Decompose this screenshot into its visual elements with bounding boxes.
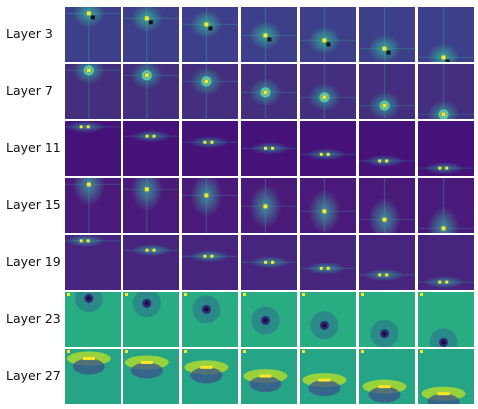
- heatmap-tile: [182, 121, 238, 176]
- heatmap-tile: [359, 7, 415, 62]
- heatmap-tile: [65, 7, 121, 62]
- heatmap-tile: [300, 178, 356, 233]
- heatmap-tile: [182, 7, 238, 62]
- heatmap-tile: [241, 349, 297, 404]
- heatmap-tile: [359, 292, 415, 347]
- heatmap-tile: [123, 178, 179, 233]
- row-label: Layer 7: [6, 82, 53, 98]
- heatmap-tile: [123, 292, 179, 347]
- heatmap-tile: [123, 64, 179, 119]
- row-label: Layer 11: [6, 139, 61, 155]
- heatmap-tile: [182, 349, 238, 404]
- heatmap-tile: [300, 292, 356, 347]
- heatmap-tile: [418, 178, 474, 233]
- heatmap-tile: [241, 178, 297, 233]
- heatmap-tile: [241, 7, 297, 62]
- heatmap-tile: [300, 235, 356, 290]
- row-label: Layer 23: [6, 310, 61, 326]
- heatmap-tile: [359, 178, 415, 233]
- heatmap-tile: [359, 235, 415, 290]
- heatmap-tile: [65, 235, 121, 290]
- heatmap-tile: [418, 64, 474, 119]
- heatmap-tile: [182, 292, 238, 347]
- heatmap-tile: [359, 121, 415, 176]
- heatmap-tile: [182, 64, 238, 119]
- heatmap-tile: [241, 292, 297, 347]
- heatmap-tile: [418, 121, 474, 176]
- row-label: Layer 3: [6, 25, 53, 41]
- heatmap-tile: [300, 7, 356, 62]
- heatmap-tile: [300, 64, 356, 119]
- heatmap-tile: [65, 349, 121, 404]
- heatmap-tile: [359, 64, 415, 119]
- heatmap-tile: [65, 121, 121, 176]
- heatmap-tile: [182, 235, 238, 290]
- heatmap-tile: [182, 178, 238, 233]
- heatmap-tile: [123, 349, 179, 404]
- heatmap-tile: [241, 121, 297, 176]
- row-label: Layer 19: [6, 253, 61, 269]
- heatmap-tile: [123, 121, 179, 176]
- heatmap-tile: [300, 121, 356, 176]
- heatmap-tile: [65, 178, 121, 233]
- heatmap-tile: [418, 292, 474, 347]
- row-label: Layer 15: [6, 196, 61, 212]
- heatmap-tile: [300, 349, 356, 404]
- row-label: Layer 27: [6, 367, 61, 383]
- heatmap-tile: [359, 349, 415, 404]
- heatmap-tile: [123, 235, 179, 290]
- heatmap-tile: [418, 349, 474, 404]
- heatmap-tile: [241, 235, 297, 290]
- heatmap-tile: [418, 235, 474, 290]
- heatmap-tile: [65, 64, 121, 119]
- heatmap-tile: [65, 292, 121, 347]
- heatmap-tile: [123, 7, 179, 62]
- heatmap-tile: [418, 7, 474, 62]
- heatmap-tile: [241, 64, 297, 119]
